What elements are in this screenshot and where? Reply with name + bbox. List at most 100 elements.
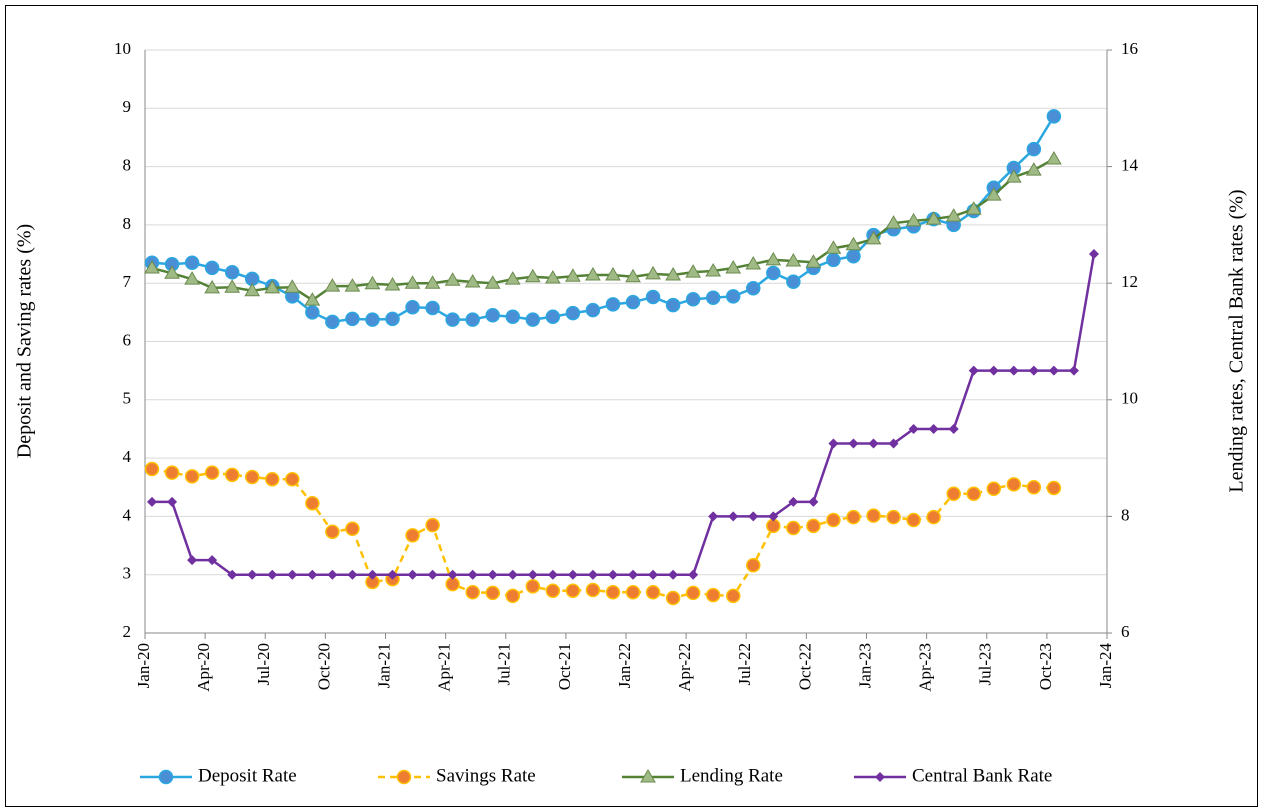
data-point xyxy=(224,265,240,280)
data-point xyxy=(888,438,899,449)
legend-label: Deposit Rate xyxy=(198,765,297,786)
data-point xyxy=(524,268,541,283)
legend-marker xyxy=(640,769,656,783)
data-point xyxy=(224,467,240,483)
data-point xyxy=(404,275,421,289)
data-point xyxy=(565,583,581,598)
data-point xyxy=(525,579,541,594)
x-tick-label: Jul-23 xyxy=(976,643,995,686)
data-point xyxy=(545,583,561,598)
data-point xyxy=(905,212,922,227)
data-point xyxy=(745,255,762,270)
data-point xyxy=(906,512,921,528)
series-line xyxy=(151,157,1055,302)
data-point xyxy=(1026,480,1042,495)
data-point xyxy=(845,236,862,251)
data-point xyxy=(966,486,981,502)
x-tick-label: Jul-22 xyxy=(735,643,754,686)
data-point xyxy=(424,275,441,289)
y2-tick-label: 16 xyxy=(1121,39,1138,58)
data-point xyxy=(565,268,581,282)
data-point xyxy=(287,569,298,580)
data-point xyxy=(665,297,681,313)
data-point xyxy=(267,569,278,580)
data-point xyxy=(347,569,358,580)
legend-marker xyxy=(158,769,174,785)
data-point xyxy=(547,569,558,580)
y-tick-label: 2 xyxy=(123,622,132,641)
series-line xyxy=(151,115,1055,324)
data-point xyxy=(325,314,340,330)
data-point xyxy=(946,486,961,502)
data-point xyxy=(504,271,521,285)
data-point xyxy=(345,311,360,327)
data-point xyxy=(865,230,882,245)
data-point xyxy=(948,423,959,434)
data-point xyxy=(846,509,861,525)
data-point xyxy=(826,512,841,528)
data-point xyxy=(1046,480,1062,496)
data-point xyxy=(1028,365,1039,376)
data-point xyxy=(187,555,198,566)
data-point xyxy=(265,471,280,487)
data-point xyxy=(625,584,641,600)
data-point xyxy=(826,252,841,268)
data-point xyxy=(247,569,258,580)
y-tick-label: 5 xyxy=(123,389,132,408)
data-point xyxy=(988,365,999,376)
data-point xyxy=(705,587,721,603)
y-tick-label: 9 xyxy=(123,97,132,116)
data-point xyxy=(487,569,498,580)
data-point xyxy=(986,481,1002,496)
x-tick-label: Apr-20 xyxy=(194,643,213,692)
data-point xyxy=(327,569,338,580)
data-point xyxy=(705,290,721,306)
data-point xyxy=(1068,365,1079,376)
data-point xyxy=(467,569,478,580)
data-point xyxy=(367,569,378,580)
data-point xyxy=(885,215,902,229)
data-point xyxy=(304,292,321,306)
data-point xyxy=(305,305,320,320)
data-point xyxy=(665,590,681,606)
data-point xyxy=(285,471,300,487)
data-point xyxy=(585,582,601,598)
y-axis-title: Deposit and Saving rates (%) xyxy=(14,224,36,458)
data-point xyxy=(785,253,802,267)
y-tick-label: 10 xyxy=(114,39,131,58)
x-tick-label: Jan-24 xyxy=(1096,643,1115,689)
data-point xyxy=(324,278,341,292)
data-point xyxy=(507,569,518,580)
data-point xyxy=(625,294,641,310)
data-point xyxy=(505,588,521,604)
legend-label: Central Bank Rate xyxy=(912,765,1052,786)
data-point xyxy=(544,269,561,284)
data-point xyxy=(147,496,158,507)
data-point xyxy=(926,509,941,525)
data-point xyxy=(184,255,200,271)
data-point xyxy=(527,569,538,580)
data-point xyxy=(768,511,779,522)
y-tick-label: 4 xyxy=(123,447,132,466)
data-point xyxy=(184,469,200,484)
data-point xyxy=(746,281,761,296)
data-point xyxy=(567,569,578,580)
y-tick-label: 4 xyxy=(123,505,132,524)
data-point xyxy=(965,201,982,215)
data-point xyxy=(204,465,220,480)
x-tick-label: Oct-21 xyxy=(555,643,574,690)
data-point xyxy=(928,423,939,434)
data-point xyxy=(846,248,861,264)
data-point xyxy=(668,569,679,580)
data-point xyxy=(786,274,801,289)
data-point xyxy=(1088,249,1099,260)
data-point xyxy=(207,555,218,566)
x-tick-label: Jan-20 xyxy=(134,643,153,688)
data-point xyxy=(485,585,500,601)
data-point xyxy=(1046,109,1062,124)
data-point xyxy=(685,264,702,278)
data-point xyxy=(605,584,621,600)
data-point xyxy=(786,520,801,536)
x-tick-label: Oct-22 xyxy=(795,643,814,690)
data-point xyxy=(665,267,681,281)
